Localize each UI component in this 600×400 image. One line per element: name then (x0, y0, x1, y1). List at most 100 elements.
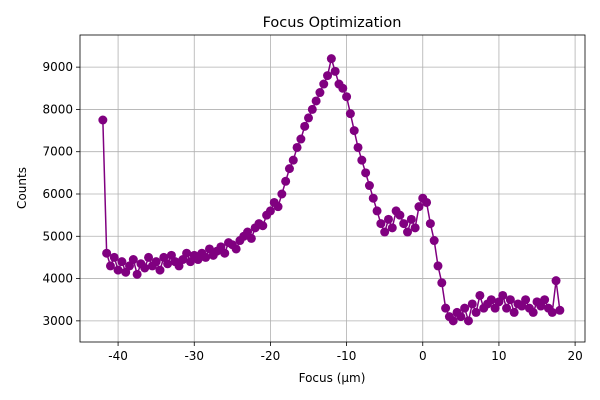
y-tick-label: 6000 (42, 187, 73, 201)
data-point (307, 104, 317, 114)
data-point (326, 54, 336, 64)
data-point (448, 316, 458, 326)
data-point (132, 269, 142, 279)
data-point (547, 307, 557, 317)
x-tick-label: 0 (419, 349, 427, 363)
data-point (163, 259, 173, 269)
data-point (509, 307, 519, 317)
data-point (345, 109, 355, 119)
data-point (403, 227, 413, 237)
data-point (265, 206, 275, 216)
data-point (456, 312, 466, 322)
data-point (246, 233, 256, 243)
data-point (395, 210, 405, 220)
data-point (425, 219, 435, 229)
data-point (357, 155, 367, 165)
data-point (528, 307, 538, 317)
data-point (342, 92, 352, 102)
chart-title: Focus Optimization (263, 15, 402, 31)
data-point (463, 316, 473, 326)
data-point (406, 214, 416, 224)
data-point (540, 295, 550, 305)
x-axis-label: Focus (µm) (299, 371, 366, 385)
data-point (555, 305, 565, 315)
y-tick-label: 3000 (42, 314, 73, 328)
data-point (102, 248, 112, 258)
data-point (361, 168, 371, 178)
data-point (338, 83, 348, 93)
data-point (273, 202, 283, 212)
y-tick-label: 8000 (42, 102, 73, 116)
data-point (144, 252, 154, 262)
data-point (109, 252, 119, 262)
data-point (551, 276, 561, 286)
x-tick-label: -30 (184, 349, 204, 363)
x-tick-label: -10 (337, 349, 357, 363)
data-point (441, 303, 451, 313)
data-point (471, 307, 481, 317)
data-point (414, 202, 424, 212)
data-point (353, 142, 363, 152)
data-point (437, 278, 447, 288)
data-point (140, 263, 150, 273)
data-point (380, 227, 390, 237)
data-point (117, 257, 127, 267)
data-point (284, 164, 294, 174)
data-point (422, 197, 432, 207)
data-point (387, 223, 397, 233)
plot-frame (79, 34, 586, 343)
data-point (502, 303, 512, 313)
data-point (330, 66, 340, 76)
data-point (521, 295, 531, 305)
data-point (292, 142, 302, 152)
data-point (151, 257, 161, 267)
data-point (105, 261, 115, 271)
data-point (498, 290, 508, 300)
y-tick-label: 4000 (42, 272, 73, 286)
y-tick-label: 9000 (42, 60, 73, 74)
x-tick-label: 20 (567, 349, 582, 363)
data-point (315, 88, 325, 98)
data-point (399, 219, 409, 229)
data-point (376, 219, 386, 229)
data-point (372, 206, 382, 216)
data-point (296, 134, 306, 144)
data-point (155, 265, 165, 275)
data-point (323, 71, 333, 81)
data-point (368, 193, 378, 203)
data-point (505, 295, 515, 305)
data-point (281, 176, 291, 186)
data-point (128, 255, 138, 265)
x-tick-label: -20 (261, 349, 281, 363)
data-line (102, 55, 561, 324)
x-tick-label: -40 (108, 349, 128, 363)
x-tick-label: 10 (491, 349, 506, 363)
y-tick-label: 7000 (42, 145, 73, 159)
data-point (383, 214, 393, 224)
data-point (475, 290, 485, 300)
data-point (288, 155, 298, 165)
data-point (231, 244, 241, 254)
data-point (460, 303, 470, 313)
data-point (486, 295, 496, 305)
data-point (349, 126, 359, 136)
data-point (258, 221, 268, 231)
data-point (277, 189, 287, 199)
y-axis-label: Counts (15, 167, 29, 209)
data-point (113, 265, 123, 275)
data-point (467, 299, 477, 309)
data-point (319, 79, 329, 89)
data-point (410, 223, 420, 233)
data-point (98, 115, 108, 125)
data-point (311, 96, 321, 106)
data-point (182, 248, 192, 258)
data-point (433, 261, 443, 271)
data-point (304, 113, 314, 123)
data-point (429, 236, 439, 246)
data-point (220, 248, 230, 258)
data-point (364, 181, 374, 191)
data-point (201, 252, 211, 262)
data-point (300, 121, 310, 131)
y-tick-label: 5000 (42, 229, 73, 243)
